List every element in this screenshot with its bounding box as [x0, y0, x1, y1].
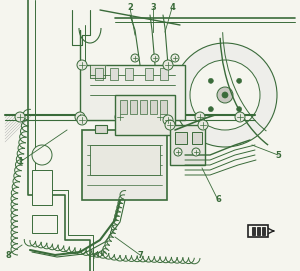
Bar: [145, 68, 153, 80]
Bar: [170, 125, 205, 165]
Circle shape: [192, 148, 200, 156]
Bar: [95, 125, 107, 133]
Bar: [120, 100, 127, 114]
Text: 8: 8: [5, 250, 11, 260]
Bar: [192, 132, 202, 144]
Circle shape: [198, 120, 208, 130]
Bar: [110, 68, 118, 80]
Circle shape: [131, 54, 139, 62]
Circle shape: [173, 43, 277, 147]
Circle shape: [77, 60, 87, 70]
Bar: [257, 227, 260, 235]
Bar: [32, 215, 57, 233]
Circle shape: [163, 60, 173, 70]
Circle shape: [222, 92, 228, 98]
Circle shape: [190, 60, 260, 130]
Bar: [32, 170, 52, 205]
Bar: [262, 227, 265, 235]
Circle shape: [208, 107, 213, 112]
Circle shape: [15, 112, 25, 122]
Bar: [160, 100, 167, 114]
Bar: [95, 68, 103, 80]
Bar: [80, 65, 185, 120]
Bar: [150, 100, 157, 114]
Bar: [252, 227, 255, 235]
Circle shape: [75, 112, 85, 122]
Bar: [248, 225, 268, 237]
Bar: [130, 125, 142, 133]
Text: 4: 4: [169, 4, 175, 12]
Text: 1: 1: [17, 157, 23, 166]
Circle shape: [77, 115, 87, 125]
Polygon shape: [90, 65, 105, 78]
Bar: [82, 130, 167, 200]
Text: 3: 3: [150, 4, 156, 12]
Circle shape: [195, 112, 205, 122]
Bar: [90, 145, 160, 175]
Circle shape: [174, 148, 182, 156]
Bar: [175, 132, 187, 144]
Circle shape: [235, 112, 245, 122]
Bar: [115, 95, 175, 135]
Bar: [130, 100, 137, 114]
Bar: [160, 68, 168, 80]
Circle shape: [163, 115, 173, 125]
Circle shape: [171, 54, 179, 62]
Bar: [140, 100, 147, 114]
Circle shape: [237, 107, 242, 112]
Circle shape: [237, 78, 242, 83]
Circle shape: [165, 120, 175, 130]
Text: 7: 7: [137, 250, 143, 260]
Circle shape: [155, 112, 165, 122]
Circle shape: [208, 78, 213, 83]
Circle shape: [217, 87, 233, 103]
Bar: [125, 68, 133, 80]
Text: 2: 2: [127, 4, 133, 12]
Circle shape: [115, 112, 125, 122]
Circle shape: [151, 54, 159, 62]
Text: 6: 6: [215, 195, 221, 205]
Circle shape: [32, 145, 52, 165]
Text: 5: 5: [275, 150, 281, 160]
